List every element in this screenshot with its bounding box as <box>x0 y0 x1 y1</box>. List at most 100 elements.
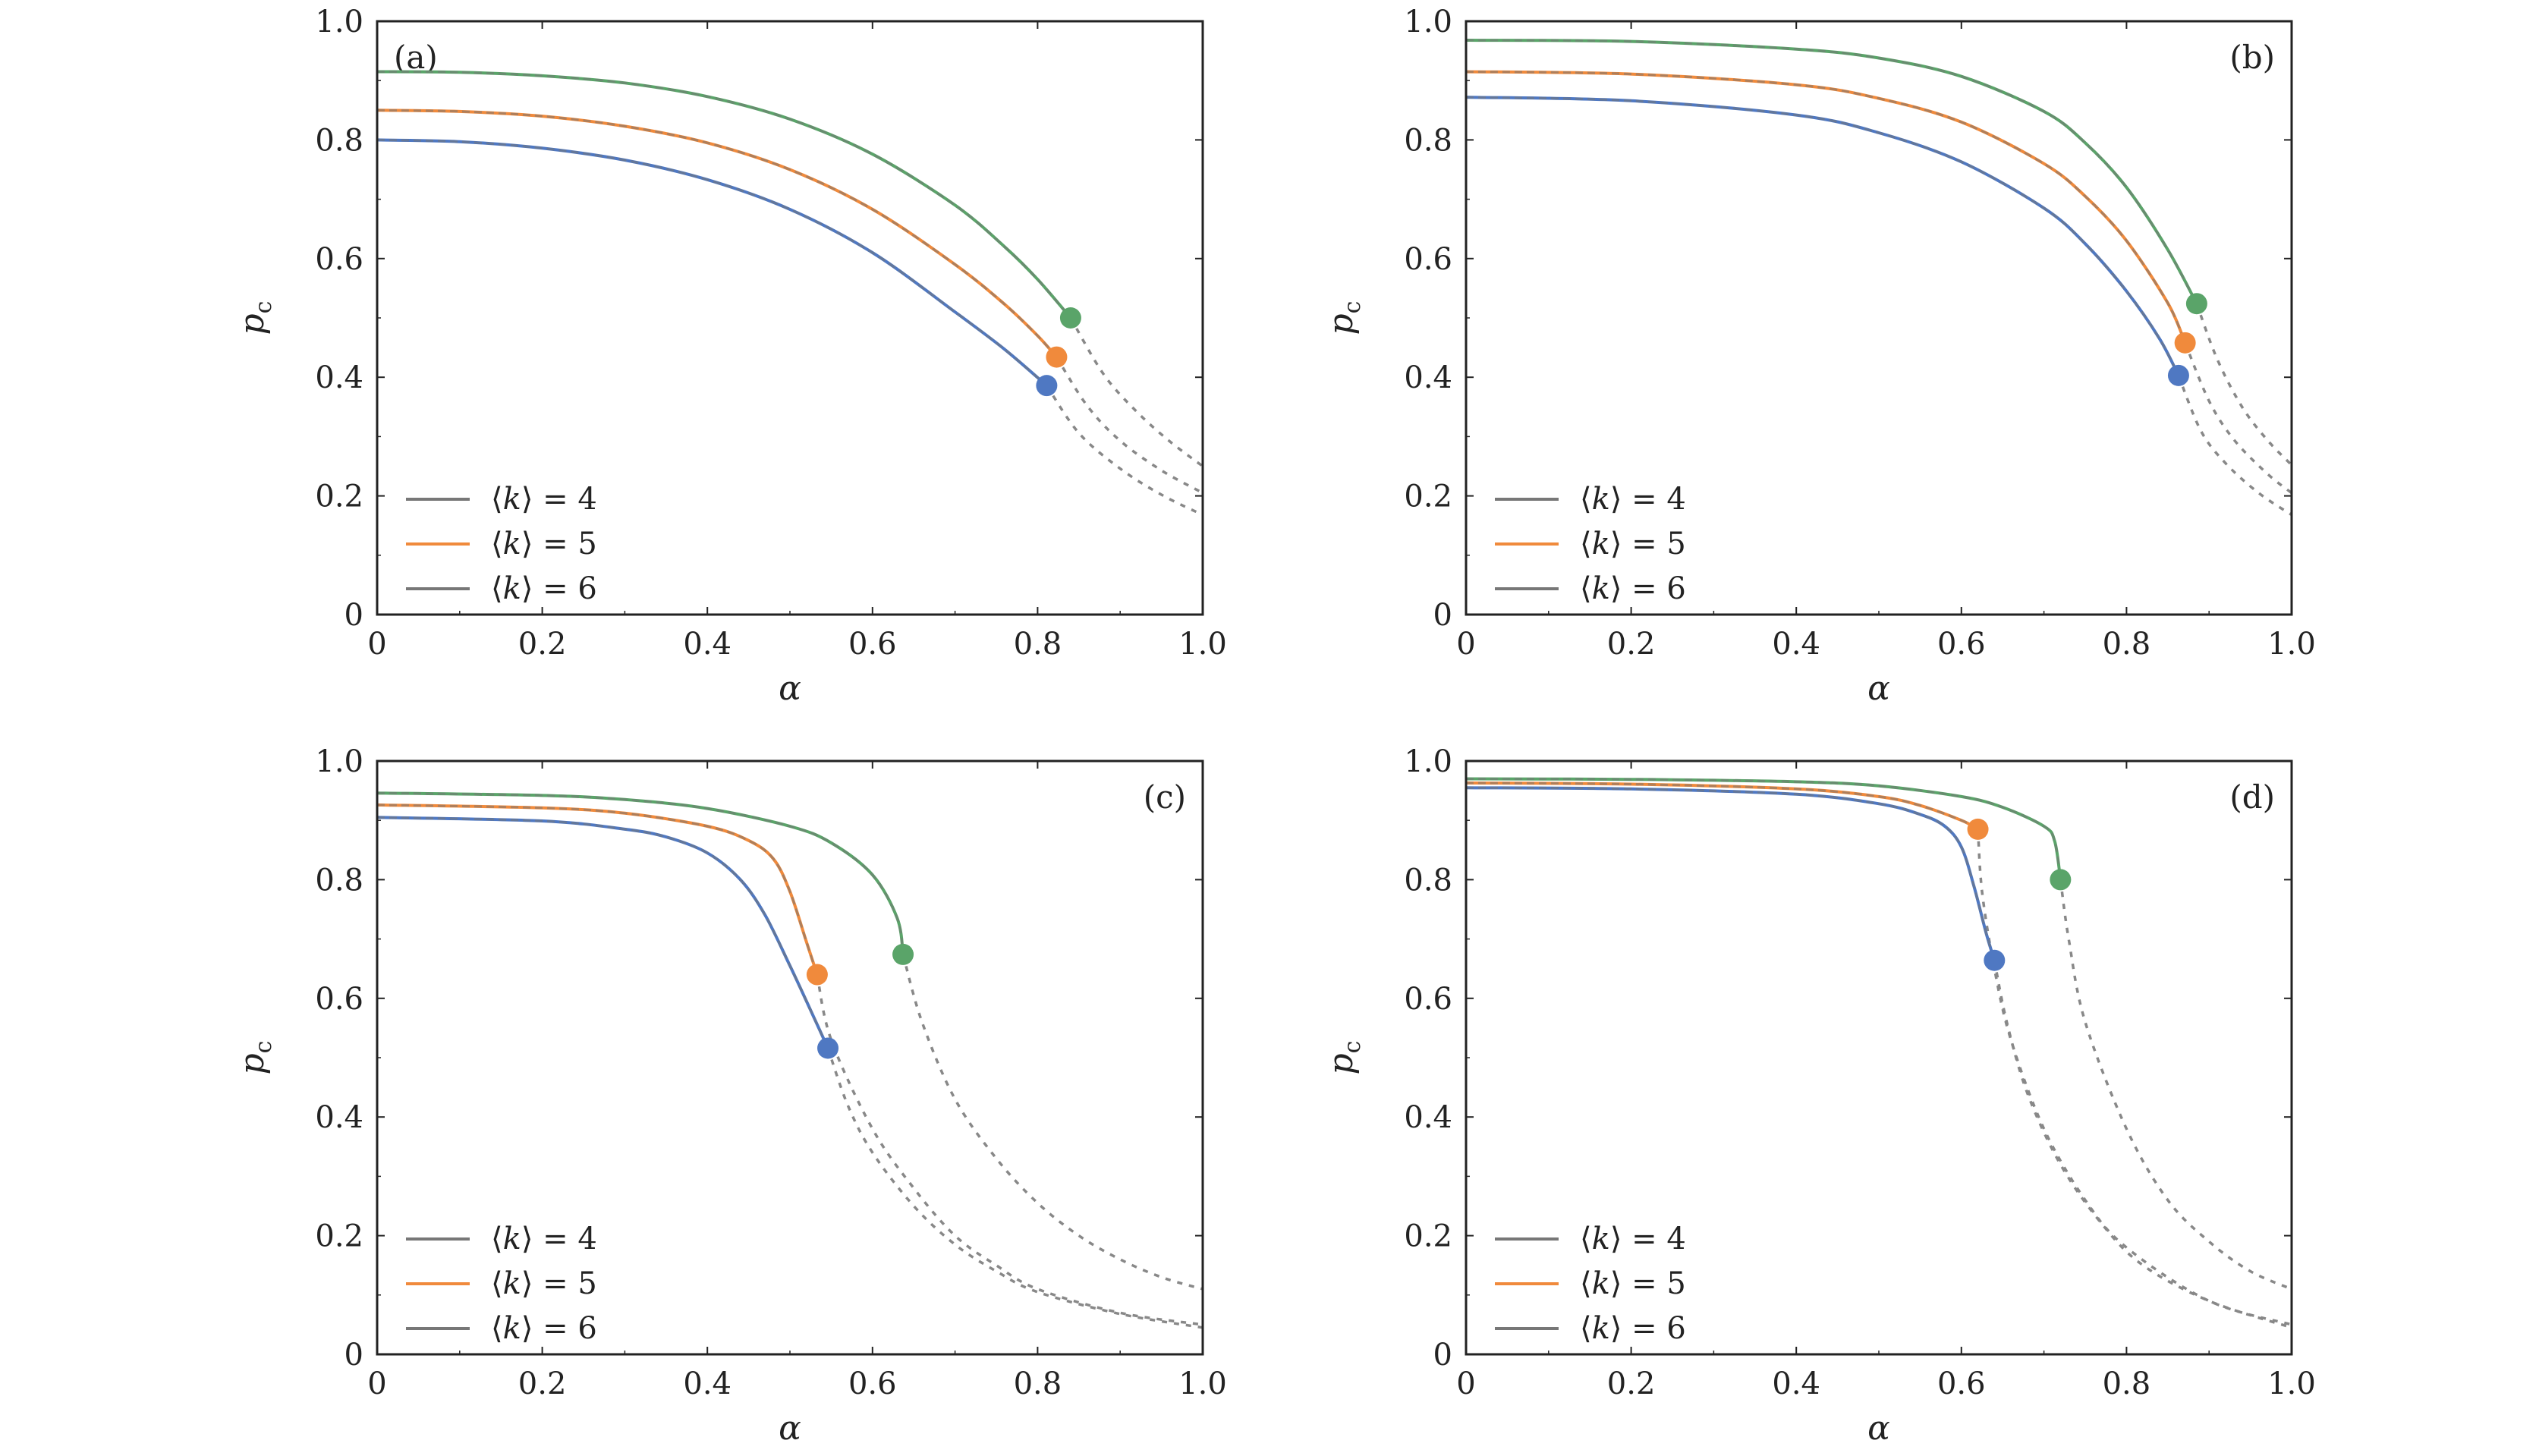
y-axis-label: pc <box>1322 1041 1366 1075</box>
legend-label-k: k <box>1592 482 1610 517</box>
critical-point-marker <box>1059 307 1081 329</box>
chart-panel-d: 000.20.20.40.40.60.60.80.81.01.0αpc(d)⟨k… <box>1322 744 2316 1448</box>
legend-label-k: k <box>503 1311 521 1346</box>
x-tick-label: 0.4 <box>683 627 731 662</box>
plot-frame <box>1465 20 2293 616</box>
legend-label-1: ⟨k⟩ = 5 <box>1580 527 1686 561</box>
series-dashed-line <box>2177 375 2292 517</box>
legend-label-rest: ⟩ = 4 <box>1610 482 1686 517</box>
x-tick-label: 0.2 <box>518 627 567 662</box>
legend-label-open: ⟨ <box>1580 1311 1592 1346</box>
series-solid-line-color <box>1465 70 2187 344</box>
y-tick-label: 0.2 <box>1404 480 1452 514</box>
panel-tag: (d) <box>2229 778 2275 816</box>
legend-label-open: ⟨ <box>1580 527 1592 561</box>
x-tick-label: 0.8 <box>2103 627 2151 662</box>
x-tick-label: 0.4 <box>683 1366 731 1401</box>
x-axis-label: α <box>779 669 801 708</box>
series-solid-line-overlay <box>376 108 1058 358</box>
y-tick-label: 0.4 <box>1404 1100 1452 1135</box>
series-solid-line-overlay <box>1465 786 1996 961</box>
series-dashed-line <box>1055 356 1203 495</box>
y-tick-label: 0.6 <box>1404 242 1452 277</box>
y-tick-label: 0.2 <box>315 480 363 514</box>
series-solid-line-color <box>376 70 1072 319</box>
y-tick-label: 0.6 <box>315 242 363 277</box>
legend-label-k: k <box>1592 1311 1610 1346</box>
x-tick-label: 1.0 <box>2267 1366 2316 1401</box>
series-solid-line-color <box>1465 39 2198 305</box>
legend-label-1: ⟨k⟩ = 5 <box>491 527 597 561</box>
critical-point-marker <box>2167 364 2189 386</box>
y-axis-label-sub: c <box>250 301 277 314</box>
chart-panel-a: 000.20.20.40.40.60.60.80.81.01.0αpc(a)⟨k… <box>233 5 1227 708</box>
series-solid-line-overlay <box>376 816 829 1049</box>
x-tick-label: 0.8 <box>2103 1366 2151 1401</box>
legend-label-rest: ⟩ = 5 <box>1610 527 1686 561</box>
panel-tag: (b) <box>2229 39 2275 76</box>
x-tick-label: 0.6 <box>848 627 897 662</box>
legend-label-k: k <box>1592 571 1610 606</box>
y-axis-label-main: p <box>1322 1053 1361 1074</box>
y-axis-label: pc <box>233 1041 277 1075</box>
series-solid-line-overlay <box>1465 96 2180 376</box>
legend-label-open: ⟨ <box>491 571 503 606</box>
y-tick-label: 0.4 <box>315 360 363 395</box>
legend-label-k: k <box>1592 1266 1610 1301</box>
legend-label-open: ⟨ <box>1580 1266 1592 1301</box>
y-tick-label: 0.8 <box>315 123 363 158</box>
legend-label-0: ⟨k⟩ = 4 <box>491 1222 597 1256</box>
legend-label-k: k <box>503 1266 521 1301</box>
y-tick-label: 1.0 <box>1404 5 1452 39</box>
x-tick-label: 1.0 <box>1178 627 1227 662</box>
y-axis-label-main: p <box>233 313 272 335</box>
legend-label-open: ⟨ <box>491 1222 503 1256</box>
legend-label-rest: ⟩ = 6 <box>521 571 597 606</box>
x-tick-label: 0.2 <box>1607 1366 1656 1401</box>
x-tick-label: 0 <box>1456 1366 1475 1401</box>
y-tick-label: 0 <box>1433 598 1452 633</box>
series-solid-line-color <box>376 803 819 976</box>
legend-label-rest: ⟩ = 5 <box>1610 1266 1686 1301</box>
critical-point-marker <box>817 1037 839 1059</box>
legend-label-open: ⟨ <box>491 1311 503 1346</box>
x-tick-label: 0.4 <box>1772 627 1820 662</box>
x-tick-label: 0 <box>1456 627 1475 662</box>
y-tick-label: 0.2 <box>1404 1219 1452 1254</box>
legend-label-rest: ⟩ = 6 <box>1610 1311 1686 1346</box>
y-tick-label: 0 <box>345 598 363 633</box>
series-solid-line-overlay <box>1465 781 1979 831</box>
legend-label-open: ⟨ <box>491 1266 503 1301</box>
legend-label-2: ⟨k⟩ = 6 <box>1580 1311 1686 1346</box>
critical-point-marker <box>806 964 828 986</box>
legend-label-open: ⟨ <box>1580 571 1592 606</box>
legend-label-1: ⟨k⟩ = 5 <box>491 1266 597 1301</box>
legend-label-2: ⟨k⟩ = 6 <box>491 571 597 606</box>
legend-label-open: ⟨ <box>491 527 503 561</box>
x-tick-label: 0.6 <box>848 1366 897 1401</box>
legend-label-k: k <box>503 1222 521 1256</box>
x-tick-label: 1.0 <box>1178 1366 1227 1401</box>
series-dashed-line <box>2195 303 2293 467</box>
critical-point-marker <box>1046 346 1068 368</box>
legend-label-k: k <box>1592 527 1610 561</box>
x-axis-label: α <box>1867 669 1890 708</box>
x-tick-label: 0.4 <box>1772 1366 1820 1401</box>
series-dashed-line <box>1993 960 2292 1329</box>
legend-label-1: ⟨k⟩ = 5 <box>1580 1266 1686 1301</box>
legend-label-open: ⟨ <box>1580 482 1592 517</box>
legend-label-rest: ⟩ = 5 <box>521 1266 597 1301</box>
x-tick-label: 0.2 <box>518 1366 567 1401</box>
legend-label-rest: ⟩ = 6 <box>1610 571 1686 606</box>
critical-point-marker <box>2050 869 2072 891</box>
y-tick-label: 0.2 <box>315 1219 363 1254</box>
x-tick-label: 1.0 <box>2267 627 2316 662</box>
y-tick-label: 0.4 <box>1404 360 1452 395</box>
series-dashed-line <box>901 954 1203 1291</box>
legend-label-k: k <box>503 527 521 561</box>
x-tick-label: 0.6 <box>1937 627 1986 662</box>
legend-label-rest: ⟩ = 4 <box>521 482 597 517</box>
series-dashed-line <box>2183 342 2293 495</box>
legend-label-k: k <box>1592 1222 1610 1256</box>
